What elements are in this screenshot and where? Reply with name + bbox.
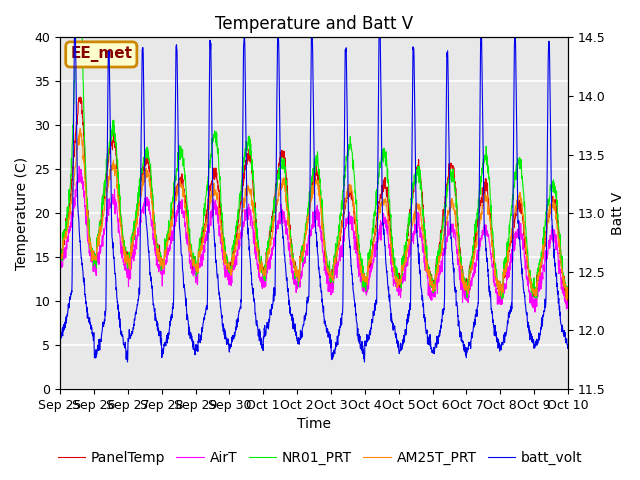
PanelTemp: [456, 247, 464, 253]
AM25T_PRT: [83, 200, 90, 205]
AirT: [76, 163, 83, 169]
batt_volt: [56, 338, 64, 344]
PanelTemp: [564, 285, 572, 291]
Y-axis label: Batt V: Batt V: [611, 192, 625, 235]
Line: AM25T_PRT: AM25T_PRT: [60, 129, 568, 300]
NR01_PRT: [564, 289, 572, 295]
batt_volt: [71, 35, 79, 40]
batt_volt: [303, 294, 311, 300]
AM25T_PRT: [76, 126, 84, 132]
Line: batt_volt: batt_volt: [60, 37, 568, 362]
AirT: [456, 277, 464, 283]
Line: NR01_PRT: NR01_PRT: [60, 37, 568, 299]
AirT: [531, 309, 539, 315]
AM25T_PRT: [56, 256, 64, 262]
batt_volt: [290, 322, 298, 328]
batt_volt: [457, 329, 465, 335]
AirT: [290, 277, 298, 283]
NR01_PRT: [550, 177, 557, 183]
AM25T_PRT: [456, 262, 464, 267]
AirT: [564, 301, 572, 307]
AirT: [83, 211, 90, 217]
NR01_PRT: [56, 247, 64, 253]
PanelTemp: [550, 194, 557, 200]
batt_volt: [361, 359, 369, 365]
PanelTemp: [83, 191, 90, 197]
AM25T_PRT: [303, 227, 311, 233]
NR01_PRT: [456, 253, 464, 259]
AM25T_PRT: [563, 297, 570, 302]
PanelTemp: [303, 212, 311, 217]
batt_volt: [83, 303, 90, 309]
NR01_PRT: [72, 35, 79, 40]
NR01_PRT: [83, 185, 90, 191]
Title: Temperature and Batt V: Temperature and Batt V: [215, 15, 413, 33]
PanelTemp: [76, 94, 84, 100]
Y-axis label: Temperature (C): Temperature (C): [15, 156, 29, 270]
batt_volt: [564, 343, 572, 349]
Text: EE_met: EE_met: [70, 47, 132, 62]
PanelTemp: [56, 253, 64, 259]
X-axis label: Time: Time: [297, 418, 331, 432]
PanelTemp: [564, 302, 572, 308]
NR01_PRT: [498, 296, 506, 302]
NR01_PRT: [303, 213, 311, 219]
batt_volt: [550, 242, 557, 248]
AM25T_PRT: [290, 258, 298, 264]
PanelTemp: [290, 263, 298, 269]
NR01_PRT: [550, 179, 557, 185]
PanelTemp: [549, 198, 557, 204]
NR01_PRT: [290, 257, 298, 263]
batt_volt: [550, 244, 557, 250]
Line: AirT: AirT: [60, 166, 568, 312]
AirT: [550, 230, 557, 236]
Line: PanelTemp: PanelTemp: [60, 97, 568, 305]
Legend: PanelTemp, AirT, NR01_PRT, AM25T_PRT, batt_volt: PanelTemp, AirT, NR01_PRT, AM25T_PRT, ba…: [52, 445, 588, 471]
AirT: [56, 257, 64, 263]
AirT: [303, 245, 311, 251]
AM25T_PRT: [549, 200, 557, 206]
AM25T_PRT: [550, 194, 557, 200]
AirT: [550, 227, 557, 232]
AM25T_PRT: [564, 290, 572, 296]
